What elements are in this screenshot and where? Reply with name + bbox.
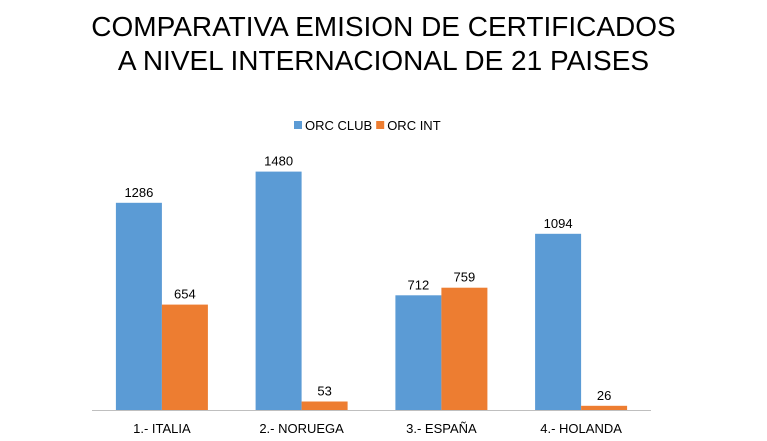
- data-label-orc-int-2-noruega: 53: [317, 384, 331, 399]
- data-label-orc-club-4-holanda: 1094: [544, 216, 573, 231]
- x-axis-tick-labels: 1.- ITALIA 2.- NORUEGA 3.- ESPAÑA 4.- HOLAN…: [133, 421, 622, 436]
- data-label-orc-club-2-noruega: 1480: [264, 154, 293, 169]
- chart-title-line-2: A NIVEL INTERNACIONAL DE 21 PAISES: [117, 45, 650, 76]
- chart-title-line-1: COMPARATIVA EMISION DE CERTIFICADOS: [91, 11, 676, 42]
- bar-orc-int-2-noruega: [301, 401, 348, 410]
- data-label-orc-int-3-españa: 759: [454, 270, 476, 285]
- data-label-orc-club-1-italia: 1286: [124, 185, 153, 200]
- data-label-orc-int-4-holanda: 26: [597, 388, 611, 403]
- x-tick-label-3-españa: 3.- ESPAÑA: [406, 421, 477, 436]
- x-tick-label-2-noruega: 2.- NORUEGA: [259, 421, 344, 436]
- legend-swatch-orc-int: [376, 121, 385, 129]
- x-tick-label-4-holanda: 4.- HOLANDA: [540, 421, 622, 436]
- chart-data-labels: 1286 654 1480 53 712 759 1094 26: [124, 154, 611, 403]
- bar-orc-club-3-españa: [395, 295, 442, 410]
- bar-orc-int-3-españa: [441, 287, 488, 410]
- data-label-orc-int-1-italia: 654: [174, 287, 196, 302]
- data-label-orc-club-3-españa: 712: [408, 277, 430, 292]
- x-tick-label-1-italia: 1.- ITALIA: [133, 421, 191, 436]
- bar-orc-int-1-italia: [161, 304, 208, 410]
- legend-label-orc-club: ORC CLUB: [305, 118, 372, 133]
- bar-orc-club-2-noruega: [255, 171, 302, 410]
- bar-orc-int-4-holanda: [581, 405, 628, 410]
- legend-label-orc-int: ORC INT: [387, 118, 441, 133]
- chart-legend: ORC CLUB ORC INT: [294, 118, 441, 133]
- bar-orc-club-1-italia: [115, 202, 162, 410]
- chart-bars: [115, 171, 628, 410]
- legend-swatch-orc-club: [294, 121, 302, 129]
- bar-orc-club-4-holanda: [535, 233, 582, 410]
